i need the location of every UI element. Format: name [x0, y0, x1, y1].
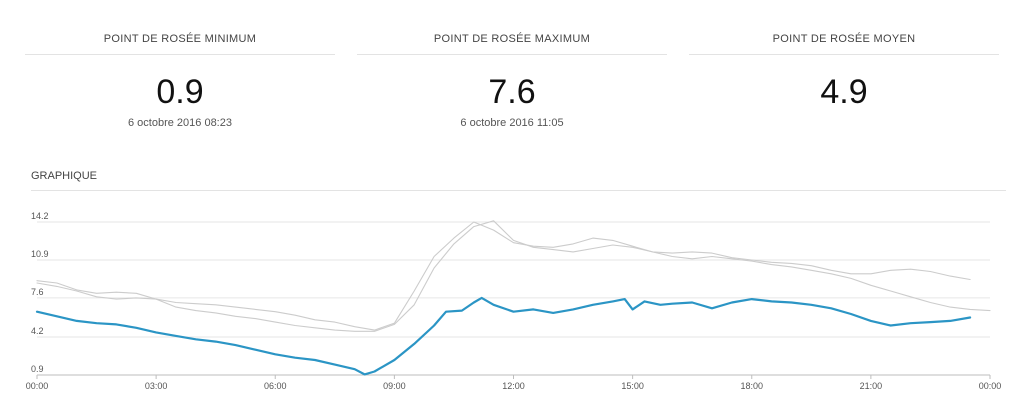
stat-maximum-value: 7.6 — [488, 73, 536, 111]
stat-maximum-title: POINT DE ROSÉE MAXIMUM — [357, 33, 667, 55]
x-tick-label: 06:00 — [264, 381, 287, 391]
stat-minimum-title: POINT DE ROSÉE MINIMUM — [25, 33, 335, 55]
x-tick-label: 21:00 — [860, 381, 883, 391]
y-tick-label: 10.9 — [31, 249, 49, 259]
x-tick-label: 09:00 — [383, 381, 406, 391]
x-tick-label: 03:00 — [145, 381, 168, 391]
stats-row: POINT DE ROSÉE MINIMUM 0.9 6 octobre 201… — [0, 0, 1024, 150]
x-tick-label: 12:00 — [502, 381, 525, 391]
stat-maximum: POINT DE ROSÉE MAXIMUM 7.6 6 octobre 201… — [357, 0, 667, 129]
stat-minimum: POINT DE ROSÉE MINIMUM 0.9 6 octobre 201… — [25, 0, 335, 129]
stat-average-value: 4.9 — [820, 73, 868, 111]
x-tick-label: 00:00 — [979, 381, 1002, 391]
y-tick-label: 14.2 — [31, 211, 49, 221]
y-tick-label: 0.9 — [31, 364, 44, 374]
dew-point-line-chart: 0.9 4.2 7.6 10.9 14.2 00:00 03:00 06:00 09:00 12:… — [26, 211, 1002, 391]
y-tick-label: 4.2 — [31, 326, 44, 336]
stat-minimum-date: 6 octobre 2016 08:23 — [128, 117, 232, 129]
stat-average: POINT DE ROSÉE MOYEN 4.9 — [689, 0, 999, 117]
x-tick-label: 15:00 — [621, 381, 644, 391]
y-tick-label: 7.6 — [31, 287, 44, 297]
dew-point-series-line — [35, 296, 972, 376]
chart-section-title: GRAPHIQUE — [31, 170, 1006, 191]
x-tick-label: 18:00 — [740, 381, 763, 391]
stat-maximum-date: 6 octobre 2016 11:05 — [460, 117, 564, 129]
x-tick-label: 00:00 — [26, 381, 49, 391]
comparison-series-2-line — [36, 221, 971, 331]
stat-average-title: POINT DE ROSÉE MOYEN — [689, 33, 999, 55]
comparison-series-1-line — [36, 220, 991, 332]
stat-minimum-value: 0.9 — [156, 73, 204, 111]
